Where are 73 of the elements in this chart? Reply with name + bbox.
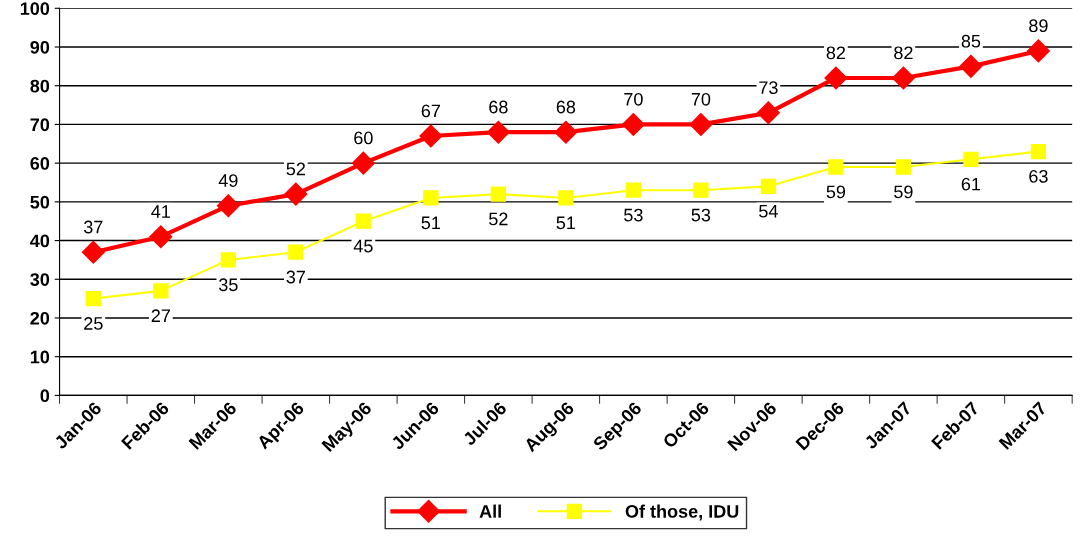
- point: [760, 178, 777, 195]
- point: [355, 213, 371, 229]
- data-label: 89: [1029, 19, 1048, 33]
- data-label: 70: [624, 92, 643, 106]
- point: [828, 159, 844, 175]
- point: [625, 182, 642, 198]
- y-tick-label: 80: [30, 79, 50, 93]
- data-label: 68: [556, 100, 576, 114]
- data-label: 25: [84, 317, 103, 330]
- data-label: 60: [354, 131, 373, 145]
- point: [216, 194, 240, 218]
- data-label: 85: [961, 34, 981, 48]
- point: [959, 54, 983, 78]
- point: [419, 124, 443, 148]
- data-label: 27: [151, 309, 170, 322]
- point: [1030, 143, 1047, 160]
- y-tick-label: 40: [30, 234, 50, 248]
- point: [689, 112, 713, 136]
- data-label: 67: [421, 104, 440, 118]
- y-tick-label: 20: [30, 311, 50, 325]
- data-label: 63: [1029, 169, 1048, 183]
- point: [1026, 39, 1050, 63]
- data-label: 52: [286, 162, 305, 176]
- point: [288, 244, 304, 260]
- data-label: 35: [218, 278, 238, 292]
- data-label: 45: [353, 239, 373, 253]
- data-label: 51: [421, 216, 441, 230]
- y-tick-label: 0: [40, 389, 50, 403]
- data-label: 53: [691, 208, 711, 222]
- point: [693, 182, 709, 198]
- data-label: 51: [556, 216, 576, 230]
- point: [963, 151, 979, 167]
- data-label: 41: [151, 205, 170, 218]
- point: [490, 186, 507, 202]
- data-label: 37: [83, 220, 103, 234]
- data-label: 59: [826, 185, 846, 199]
- y-tick-label: 50: [30, 195, 50, 209]
- y-tick-label: 10: [30, 350, 50, 364]
- point: [284, 182, 308, 206]
- data-label: 82: [826, 46, 846, 60]
- legend-label: All: [479, 504, 501, 518]
- data-label: 54: [759, 205, 778, 218]
- point: [558, 190, 574, 206]
- data-label: 61: [961, 177, 981, 191]
- data-label: 52: [489, 212, 508, 226]
- point: [756, 101, 780, 125]
- point: [149, 225, 173, 249]
- point: [81, 240, 105, 264]
- data-label: 59: [894, 185, 913, 199]
- y-tick-label: 30: [30, 273, 50, 287]
- data-label: 68: [489, 100, 508, 114]
- point: [891, 66, 915, 90]
- point: [423, 190, 439, 206]
- point: [895, 159, 912, 175]
- y-tick-label: 90: [30, 40, 50, 54]
- data-label: 37: [286, 270, 305, 284]
- y-tick-label: 70: [30, 118, 50, 132]
- point: [85, 290, 101, 307]
- legend-label: Of those, IDU: [625, 504, 739, 521]
- data-label: 49: [218, 174, 238, 187]
- data-label: 53: [624, 208, 643, 222]
- point: [486, 120, 510, 144]
- data-label: 73: [759, 81, 778, 95]
- y-tick-label: 100: [20, 2, 50, 16]
- data-label: 70: [691, 92, 711, 106]
- y-tick-label: 60: [30, 157, 50, 170]
- point: [554, 120, 578, 144]
- point: [824, 66, 848, 90]
- point: [621, 112, 645, 136]
- point: [153, 283, 169, 299]
- data-label: 82: [894, 46, 913, 60]
- point: [351, 151, 375, 175]
- point: [220, 252, 236, 268]
